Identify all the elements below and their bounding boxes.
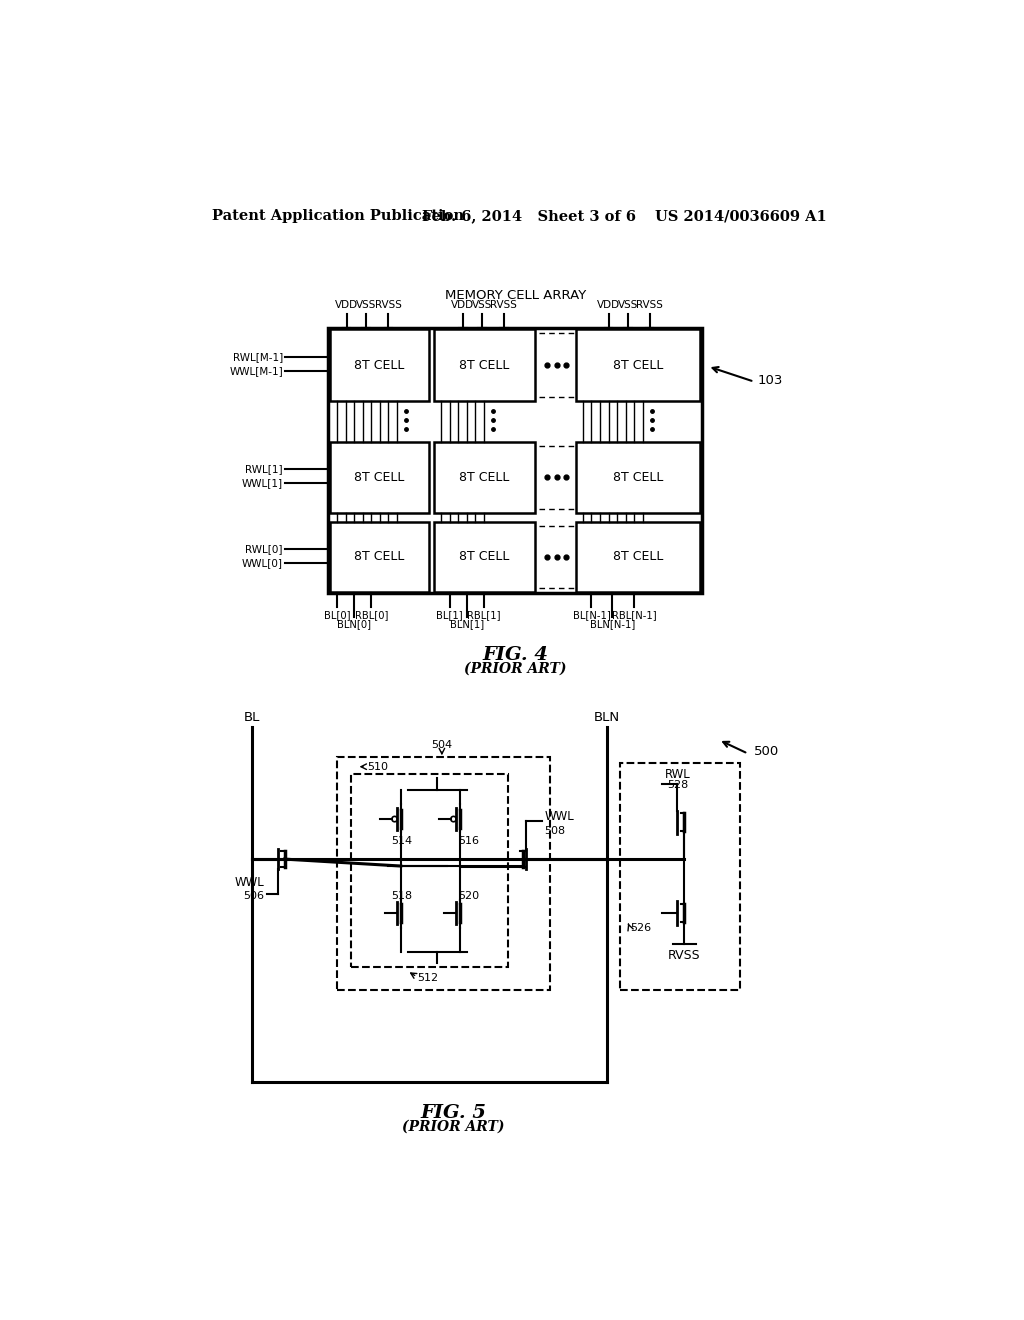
Text: 103: 103 xyxy=(758,374,782,387)
Text: 8T CELL: 8T CELL xyxy=(612,550,664,564)
Text: BLN[N-1]: BLN[N-1] xyxy=(590,619,635,628)
Bar xyxy=(330,521,429,591)
Text: 8T CELL: 8T CELL xyxy=(612,471,664,483)
Text: 8T CELL: 8T CELL xyxy=(612,359,664,372)
Text: RVSS: RVSS xyxy=(668,949,700,962)
Text: BL: BL xyxy=(244,711,260,723)
Text: 514: 514 xyxy=(391,836,413,846)
Text: WWL: WWL xyxy=(234,875,264,888)
Text: WWL[0]: WWL[0] xyxy=(242,558,283,568)
Text: 8T CELL: 8T CELL xyxy=(460,550,510,564)
Text: 512: 512 xyxy=(417,973,438,983)
Text: RWL: RWL xyxy=(666,768,691,781)
Text: BL[1]: BL[1] xyxy=(436,610,463,619)
Text: RVSS: RVSS xyxy=(490,300,517,310)
Bar xyxy=(575,442,700,512)
Bar xyxy=(434,521,535,591)
Bar xyxy=(330,330,429,401)
Text: BL[0]: BL[0] xyxy=(324,610,350,619)
Text: BLN[0]: BLN[0] xyxy=(337,619,372,628)
Bar xyxy=(434,442,535,512)
Text: 8T CELL: 8T CELL xyxy=(460,359,510,372)
Text: 8T CELL: 8T CELL xyxy=(354,550,404,564)
Text: 518: 518 xyxy=(391,891,413,902)
Text: BLN[1]: BLN[1] xyxy=(450,619,483,628)
Text: VSS: VSS xyxy=(617,300,638,310)
Text: Patent Application Publication: Patent Application Publication xyxy=(212,209,464,223)
Text: 8T CELL: 8T CELL xyxy=(354,359,404,372)
Text: 8T CELL: 8T CELL xyxy=(460,471,510,483)
Text: RBL[0]: RBL[0] xyxy=(354,610,388,619)
Text: 506: 506 xyxy=(244,891,264,902)
Text: VSS: VSS xyxy=(355,300,376,310)
Bar xyxy=(330,442,429,512)
Text: Feb. 6, 2014   Sheet 3 of 6: Feb. 6, 2014 Sheet 3 of 6 xyxy=(423,209,637,223)
Text: (PRIOR ART): (PRIOR ART) xyxy=(402,1121,505,1134)
Text: US 2014/0036609 A1: US 2014/0036609 A1 xyxy=(655,209,826,223)
Text: WWL[M-1]: WWL[M-1] xyxy=(229,367,283,376)
Text: RVSS: RVSS xyxy=(375,300,401,310)
Text: RWL[0]: RWL[0] xyxy=(246,544,283,554)
Text: RBL[N-1]: RBL[N-1] xyxy=(611,610,656,619)
Text: 8T CELL: 8T CELL xyxy=(354,471,404,483)
Text: VDD: VDD xyxy=(452,300,474,310)
Text: BLN: BLN xyxy=(594,711,620,723)
Text: 516: 516 xyxy=(458,836,479,846)
Text: VDD: VDD xyxy=(335,300,358,310)
Text: 526: 526 xyxy=(630,924,651,933)
Text: 504: 504 xyxy=(431,741,453,750)
Text: 510: 510 xyxy=(367,762,388,772)
Text: FIG. 5: FIG. 5 xyxy=(421,1105,486,1122)
Text: 520: 520 xyxy=(458,891,479,902)
Text: RWL[M-1]: RWL[M-1] xyxy=(232,352,283,363)
Text: RVSS: RVSS xyxy=(636,300,663,310)
Text: WWL: WWL xyxy=(544,810,573,824)
Text: WWL[1]: WWL[1] xyxy=(242,478,283,488)
Text: VDD: VDD xyxy=(597,300,621,310)
Bar xyxy=(328,327,701,594)
Text: 500: 500 xyxy=(755,744,779,758)
Bar xyxy=(575,330,700,401)
Text: MEMORY CELL ARRAY: MEMORY CELL ARRAY xyxy=(444,289,586,302)
Text: BL[N-1]: BL[N-1] xyxy=(572,610,610,619)
Bar xyxy=(621,763,740,990)
Bar xyxy=(337,758,550,990)
Text: FIG. 4: FIG. 4 xyxy=(482,645,549,664)
Bar xyxy=(351,775,508,966)
Text: (PRIOR ART): (PRIOR ART) xyxy=(464,661,566,676)
Text: RWL[1]: RWL[1] xyxy=(246,465,283,474)
Text: 508: 508 xyxy=(544,825,565,836)
Text: RBL[1]: RBL[1] xyxy=(467,610,501,619)
Bar xyxy=(434,330,535,401)
Bar xyxy=(575,521,700,591)
Text: 528: 528 xyxy=(668,780,689,791)
Text: VSS: VSS xyxy=(472,300,493,310)
